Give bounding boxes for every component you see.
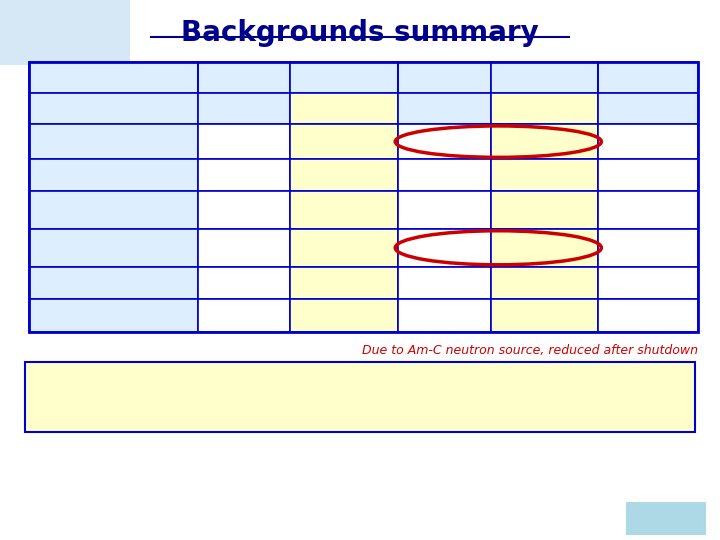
Text: 0.37: 0.37 [556,308,590,322]
Text: 4.7: 4.7 [457,308,482,322]
Text: 22: 22 [654,509,678,528]
Text: 0.03: 0.03 [559,275,590,289]
Text: Near Halls: Near Halls [254,70,343,85]
Text: 0.02: 0.02 [359,134,390,149]
Text: 0.05: 0.05 [451,275,482,289]
Text: 0.03: 0.03 [559,168,590,182]
Text: ~40%: ~40% [647,168,690,182]
Text: Backgrounds summary: Backgrounds summary [181,19,539,47]
Text: Background uncertainties are 0.4% (0.2%) in far (near) halls: Background uncertainties are 0.4% (0.2%)… [50,398,569,413]
Text: 0.2: 0.2 [368,203,390,217]
Text: 2.1: 2.1 [257,308,282,322]
Text: ~100%: ~100% [639,241,690,255]
Text: $^{241}$Am-$^{13}$C: $^{241}$Am-$^{13}$C [37,239,112,257]
Text: 0.12: 0.12 [251,168,282,182]
Text: σB/S(%): σB/S(%) [514,102,575,115]
Text: 0.01: 0.01 [251,275,282,289]
Text: Sum: Sum [37,308,72,322]
Text: 1.5: 1.5 [260,134,282,149]
Text: 0.3: 0.3 [568,241,590,255]
Text: B/S(%): B/S(%) [418,102,471,116]
Text: 0.05: 0.05 [359,168,390,182]
Text: ΔB/B: ΔB/B [630,102,667,116]
Text: 0.03: 0.03 [251,241,282,255]
Text: ~10%: ~10% [645,308,690,322]
Text: Due to Am-C neutron source, reduced after shutdown: Due to Am-C neutron source, reduced afte… [362,344,698,357]
Text: 0.07: 0.07 [451,168,482,182]
Text: 0.2: 0.2 [568,203,590,217]
Text: 0.3: 0.3 [460,241,482,255]
Text: 4.0: 4.0 [460,134,482,149]
Text: Far Hall: Far Hall [465,70,531,85]
Text: ~50%: ~50% [647,203,690,217]
Text: Total backgrounds are 5% (2%) in far (near) halls: Total backgrounds are 5% (2%) in far (ne… [50,371,472,386]
Text: σB/S(%): σB/S(%) [314,102,374,115]
Text: 0.05: 0.05 [559,134,590,149]
Text: $^{13}$C($\alpha$, n)$^{16}$O: $^{13}$C($\alpha$, n)$^{16}$O [37,272,128,293]
Text: ~1%: ~1% [656,134,690,149]
Text: Fast neutrons: Fast neutrons [37,168,146,182]
Text: 0.4: 0.4 [260,203,282,217]
Text: ~50%: ~50% [647,275,690,289]
Text: B/S(%): B/S(%) [218,102,271,116]
Text: 0.21: 0.21 [355,308,390,322]
Text: 0.03: 0.03 [359,241,390,255]
Text: $^9$Li/$^8$He: $^9$Li/$^8$He [37,200,92,220]
Text: 0.006: 0.006 [350,275,390,289]
Text: 0.3: 0.3 [460,203,482,217]
Text: Accidentals: Accidentals [37,134,127,149]
